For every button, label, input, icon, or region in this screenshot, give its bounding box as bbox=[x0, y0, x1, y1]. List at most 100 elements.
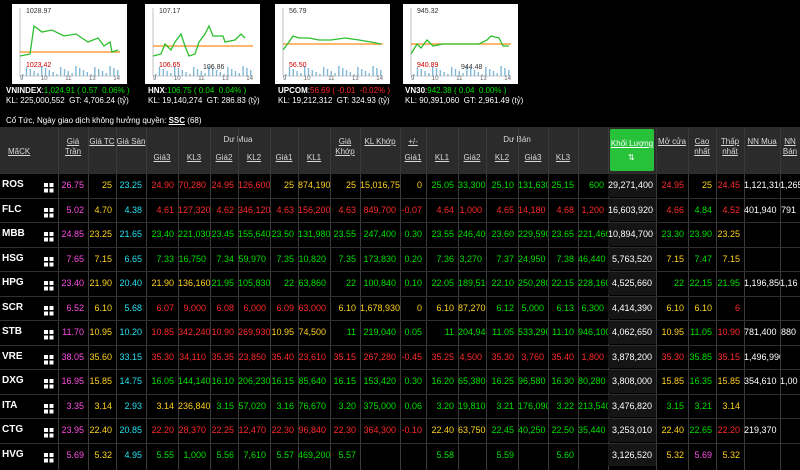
row-value[interactable]: 189,510 bbox=[458, 278, 486, 288]
symbol-cell[interactable]: STB bbox=[0, 321, 42, 344]
row-divider[interactable] bbox=[0, 320, 800, 321]
row-value[interactable]: 35.40 bbox=[551, 351, 574, 362]
row-value[interactable]: 23.30 bbox=[661, 229, 684, 239]
row-value[interactable]: 6,300 bbox=[581, 302, 604, 313]
row-divider[interactable] bbox=[0, 271, 800, 272]
row-value[interactable]: 15.85 bbox=[661, 376, 684, 386]
column-divider[interactable] bbox=[210, 127, 211, 470]
row-value[interactable]: 22.30 bbox=[333, 425, 356, 435]
row-value[interactable]: 781,400 bbox=[744, 327, 777, 337]
row-value[interactable]: 35.60 bbox=[89, 351, 112, 362]
row-value[interactable]: 127,320 bbox=[178, 204, 210, 215]
index-name[interactable]: UPCOM bbox=[278, 86, 308, 95]
row-value[interactable]: 23.45 bbox=[211, 229, 234, 239]
row-value[interactable]: 59,970 bbox=[238, 253, 266, 264]
row-value[interactable]: 5.55 bbox=[156, 449, 174, 460]
row-value[interactable]: 24,950 bbox=[518, 253, 546, 264]
symbol-cell[interactable]: ITA bbox=[0, 395, 42, 418]
row-value[interactable]: 7,610 bbox=[243, 449, 266, 460]
row-value[interactable]: 6.52 bbox=[66, 302, 84, 313]
row-value[interactable]: 3.15 bbox=[216, 400, 234, 411]
index-name[interactable]: HNX bbox=[148, 86, 165, 95]
column-divider[interactable] bbox=[518, 127, 519, 470]
row-value[interactable]: 5.32 bbox=[94, 449, 112, 460]
row-value[interactable]: 469,200 bbox=[298, 449, 330, 460]
row-value[interactable]: 35.15 bbox=[333, 351, 356, 362]
row-value[interactable]: 15,016,750 bbox=[360, 180, 400, 190]
row-value[interactable]: 21.95 bbox=[211, 278, 234, 288]
row-value[interactable]: 346,120 bbox=[238, 204, 270, 215]
row-value[interactable]: 23.25 bbox=[89, 229, 112, 239]
row-value[interactable]: 23.95 bbox=[61, 425, 84, 435]
chart-grid-icon[interactable] bbox=[44, 450, 54, 462]
row-value[interactable]: 25 bbox=[101, 180, 112, 190]
row-value[interactable]: 4,500 bbox=[459, 351, 482, 362]
symbol-code[interactable]: HPG bbox=[2, 277, 24, 288]
column-divider[interactable] bbox=[88, 127, 89, 470]
row-value[interactable]: 7.15 bbox=[666, 253, 684, 264]
row-value[interactable]: 25.10 bbox=[491, 180, 514, 190]
row-value[interactable]: 5.69 bbox=[66, 449, 84, 460]
column-divider[interactable] bbox=[578, 127, 579, 470]
chart-grid-icon[interactable] bbox=[44, 180, 54, 193]
row-value[interactable]: 24.85 bbox=[61, 229, 84, 239]
row-value[interactable]: 5,000 bbox=[521, 302, 544, 313]
index-name[interactable]: VNINDEX bbox=[6, 86, 42, 95]
row-value[interactable]: 1,496,990 bbox=[744, 351, 780, 362]
row-value[interactable]: 4.95 bbox=[124, 449, 142, 460]
column-divider[interactable] bbox=[486, 127, 487, 470]
symbol-code[interactable]: HVG bbox=[2, 448, 24, 460]
row-divider[interactable] bbox=[0, 246, 800, 248]
row-value[interactable]: 3,760 bbox=[521, 351, 544, 362]
row-value[interactable]: -0.10 bbox=[401, 425, 422, 435]
row-value[interactable]: 29,271,400 bbox=[608, 174, 656, 197]
header-bid-group[interactable]: Dư Mua bbox=[223, 135, 253, 144]
row-value[interactable]: 22.25 bbox=[211, 425, 234, 435]
row-value[interactable]: 74,500 bbox=[298, 327, 326, 337]
row-value[interactable]: 35.30 bbox=[151, 351, 174, 362]
row-value[interactable]: 16.10 bbox=[211, 376, 234, 386]
row-value[interactable]: 221,460 bbox=[578, 229, 608, 239]
row-value[interactable]: 22.40 bbox=[89, 425, 112, 435]
symbol-cell[interactable]: FLC bbox=[0, 199, 42, 222]
row-value[interactable]: 0 bbox=[416, 180, 422, 190]
symbol-code[interactable]: SCR bbox=[2, 301, 24, 313]
row-value[interactable]: 33.15 bbox=[119, 351, 142, 362]
row-value[interactable]: 250,280 bbox=[518, 278, 548, 288]
symbol-cell[interactable]: DXG bbox=[0, 370, 42, 393]
row-value[interactable]: 22 bbox=[673, 278, 684, 288]
sort-icon[interactable]: ⇅ bbox=[628, 153, 635, 162]
row-value[interactable]: 16.20 bbox=[431, 376, 454, 386]
row-value[interactable]: 1,000 bbox=[459, 204, 482, 215]
row-value[interactable]: 4.52 bbox=[722, 204, 740, 215]
symbol-code[interactable]: DXG bbox=[2, 375, 24, 386]
column-divider[interactable] bbox=[688, 127, 689, 470]
row-value[interactable]: 946,100 bbox=[578, 327, 608, 337]
row-value[interactable]: 22.20 bbox=[151, 425, 174, 435]
row-value[interactable]: 16.30 bbox=[551, 376, 574, 386]
row-value[interactable]: 4.63 bbox=[276, 204, 294, 215]
row-value[interactable]: 0.05 bbox=[404, 327, 422, 337]
row-value[interactable]: 5.02 bbox=[66, 204, 84, 215]
header-ask-giá2[interactable]: Giá2 bbox=[463, 153, 481, 162]
symbol-code[interactable]: STB bbox=[2, 326, 22, 337]
symbol-code[interactable]: ROS bbox=[2, 179, 24, 190]
row-value[interactable]: 23,850 bbox=[238, 351, 266, 362]
row-value[interactable]: 11.10 bbox=[552, 327, 574, 337]
row-value[interactable]: 4.38 bbox=[124, 204, 142, 215]
row-value[interactable]: 22.30 bbox=[271, 425, 294, 435]
row-value[interactable]: 23.25 bbox=[717, 229, 740, 239]
header-bid-kl2[interactable]: KL2 bbox=[246, 153, 262, 162]
row-value[interactable]: 4.63 bbox=[338, 204, 356, 215]
header-ask-group[interactable]: Dư Bán bbox=[503, 135, 531, 144]
chart-grid-icon[interactable] bbox=[44, 278, 54, 291]
chart-grid-icon[interactable] bbox=[44, 376, 54, 389]
row-value[interactable]: 3,808,000 bbox=[608, 370, 656, 393]
row-divider[interactable] bbox=[0, 344, 800, 346]
row-value[interactable]: 20.40 bbox=[119, 278, 142, 288]
row-value[interactable] bbox=[780, 444, 800, 467]
row-value[interactable]: 4.65 bbox=[496, 204, 514, 215]
symbol-cell[interactable]: MBB bbox=[0, 223, 42, 246]
row-value[interactable]: 25 bbox=[345, 180, 356, 190]
index-chart-upcom[interactable]: 56.79 56.50 9 10 11 13 14 bbox=[275, 4, 390, 84]
